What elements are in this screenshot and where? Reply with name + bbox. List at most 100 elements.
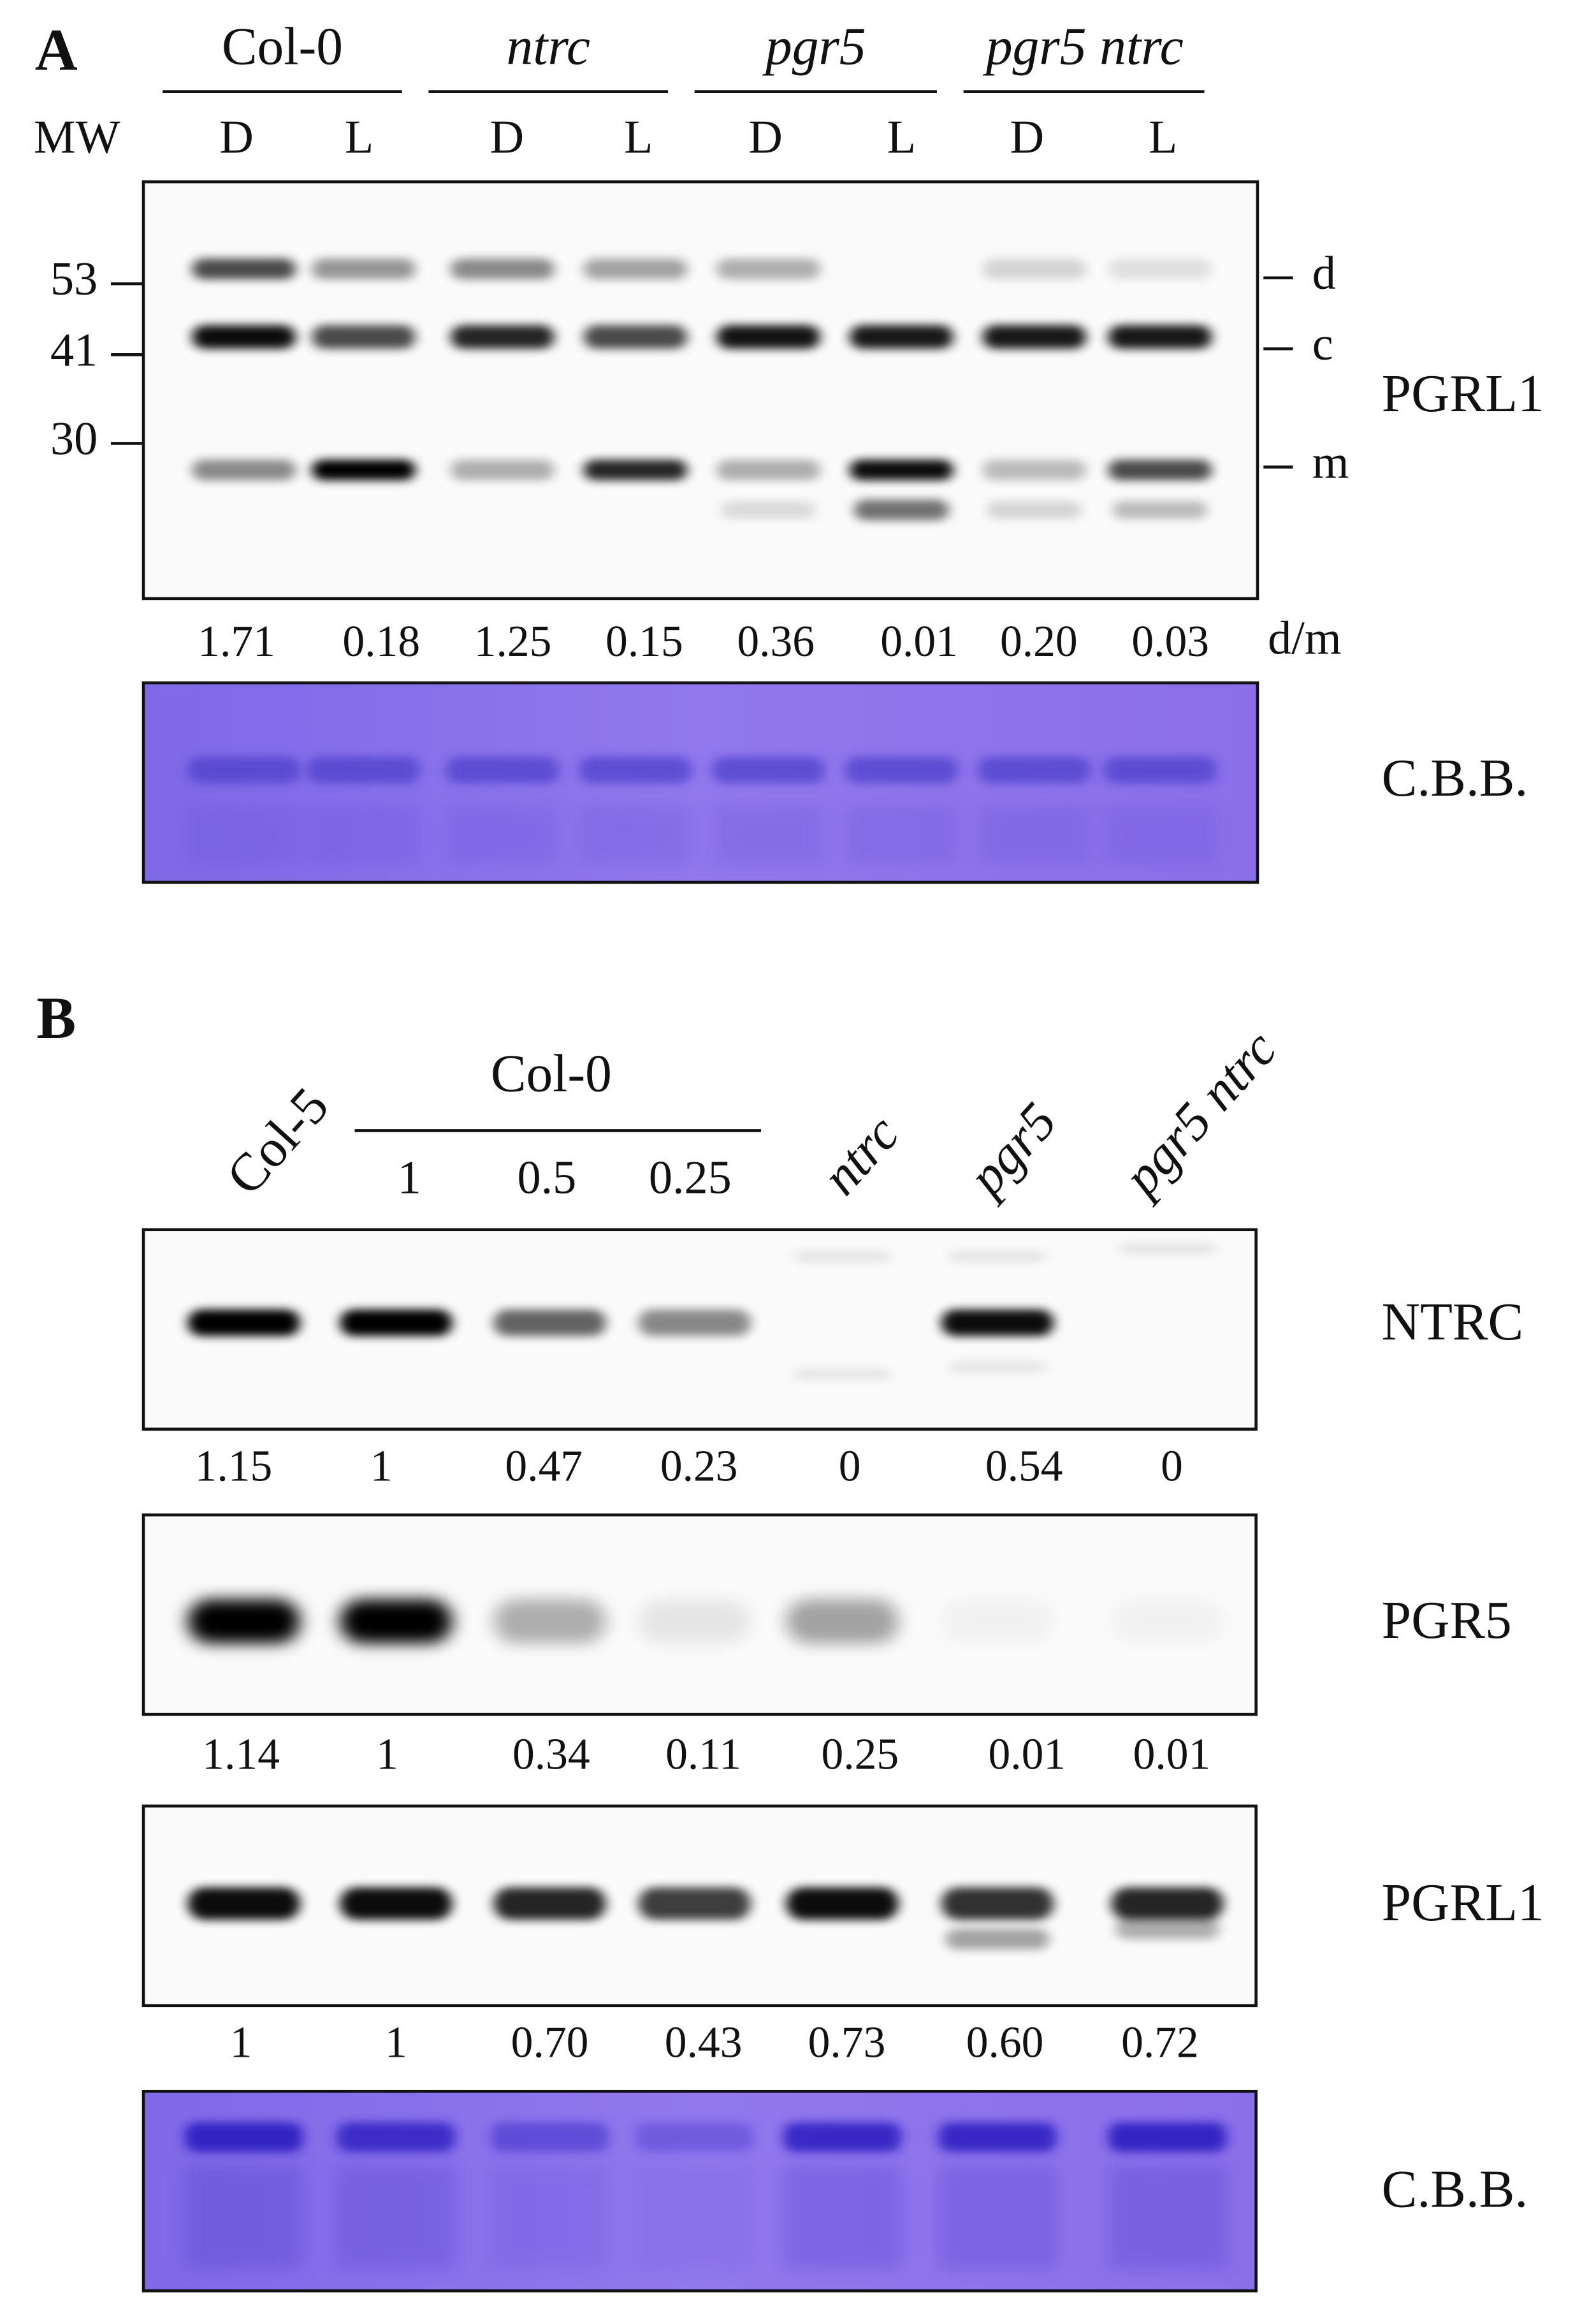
quant-value: 0.70 (511, 2018, 589, 2068)
band (1111, 1599, 1223, 1644)
lane-label: Col-5 (215, 1077, 340, 1206)
stain-band (187, 756, 300, 784)
genotype-label: ntrc (507, 17, 590, 76)
ratio-value: 0.15 (606, 617, 683, 666)
band-label: c (1312, 318, 1333, 370)
genotype-label: Col-0 (222, 17, 343, 76)
lane-label: D (748, 112, 783, 164)
stain-band (712, 756, 825, 784)
lane-label: pgr5 (955, 1092, 1068, 1208)
mw-marker: 41 (50, 324, 98, 376)
band (192, 258, 296, 280)
stain-smear (184, 2165, 303, 2269)
lane-label: L (624, 112, 653, 164)
quant-value: 0.01 (1133, 1730, 1211, 1779)
band (451, 258, 555, 280)
genotype-label: pgr5 ntrc (983, 17, 1184, 76)
quant-value: 1.15 (195, 1442, 273, 1491)
band (941, 1887, 1054, 1920)
stain-smear (307, 805, 420, 865)
ratio-value: 1.25 (474, 617, 552, 666)
stain-band (184, 2122, 303, 2152)
stain-band (845, 756, 958, 784)
blot-label: PGRL1 (1382, 365, 1544, 423)
band (982, 325, 1087, 349)
stain-band (783, 2122, 902, 2152)
quant-value: 0.11 (665, 1730, 741, 1779)
band (1108, 459, 1212, 481)
band (1112, 500, 1208, 519)
band (192, 325, 296, 349)
band (451, 459, 555, 481)
band (1108, 258, 1212, 280)
ratio-value: 1.71 (198, 617, 275, 666)
lane-label: L (1149, 112, 1177, 164)
band (493, 1309, 606, 1336)
band (187, 1309, 300, 1336)
stain-smear (579, 805, 692, 865)
ratio-label: d/m (1268, 612, 1341, 664)
genotype-label: pgr5 (762, 17, 866, 76)
stain-band (307, 756, 420, 784)
quant-value: 0.73 (808, 2018, 886, 2068)
lane-label: ntrc (811, 1105, 910, 1206)
lane-label: L (887, 112, 916, 164)
quant-value: 1 (385, 2018, 407, 2068)
stain-smear (1103, 805, 1217, 865)
stain-smear (978, 805, 1091, 865)
band (850, 325, 954, 349)
lane-label: 0.5 (518, 1152, 577, 1204)
band (850, 459, 954, 481)
group-label: Col-0 (491, 1044, 612, 1103)
band (721, 500, 816, 519)
band (493, 1599, 606, 1644)
stain-band (938, 2122, 1057, 2152)
quant-value: 0.01 (988, 1730, 1066, 1779)
quant-value: 0 (839, 1442, 861, 1491)
band (1111, 1887, 1224, 1920)
band (187, 1887, 300, 1920)
quant-value: 0.25 (822, 1730, 899, 1779)
stain-label: C.B.B. (1382, 2161, 1528, 2219)
band (945, 1929, 1050, 1950)
band (794, 1368, 892, 1381)
stain-smear (635, 2165, 754, 2269)
mw-label: MW (34, 112, 120, 164)
lane-label: D (1010, 112, 1045, 164)
lane-label: L (345, 112, 374, 164)
lane-label: 1 (398, 1152, 421, 1204)
panel-label: A (35, 17, 78, 83)
band (941, 1309, 1054, 1336)
band (312, 258, 416, 280)
band (312, 325, 416, 349)
quant-value: 1.14 (202, 1730, 280, 1779)
band (638, 1887, 751, 1920)
quant-value: 0 (1161, 1442, 1183, 1491)
stain-band (1108, 2122, 1227, 2152)
panel-label: B (36, 986, 76, 1051)
quant-value: 0.23 (660, 1442, 738, 1491)
blot-label: PGR5 (1382, 1591, 1512, 1650)
quant-value: 0.72 (1121, 2018, 1199, 2068)
stain-smear (187, 805, 300, 865)
lane-label: D (490, 112, 525, 164)
stain-band (978, 756, 1091, 784)
band (340, 1887, 453, 1920)
band (192, 459, 296, 481)
stain-label: C.B.B. (1382, 749, 1528, 808)
band (716, 325, 820, 349)
blot-label: NTRC (1382, 1293, 1524, 1352)
lane-label: 0.25 (649, 1152, 732, 1204)
quant-value: 0.34 (512, 1730, 590, 1779)
band (786, 1887, 899, 1920)
blot-label: PGRL1 (1382, 1874, 1544, 1932)
stain-smear (446, 805, 559, 865)
quant-value: 0.47 (505, 1442, 583, 1491)
band (716, 258, 820, 280)
band (941, 1599, 1054, 1644)
stain-smear (1108, 2165, 1227, 2269)
band (1108, 325, 1212, 349)
quant-value: 0.54 (985, 1442, 1063, 1491)
band (638, 1599, 751, 1644)
